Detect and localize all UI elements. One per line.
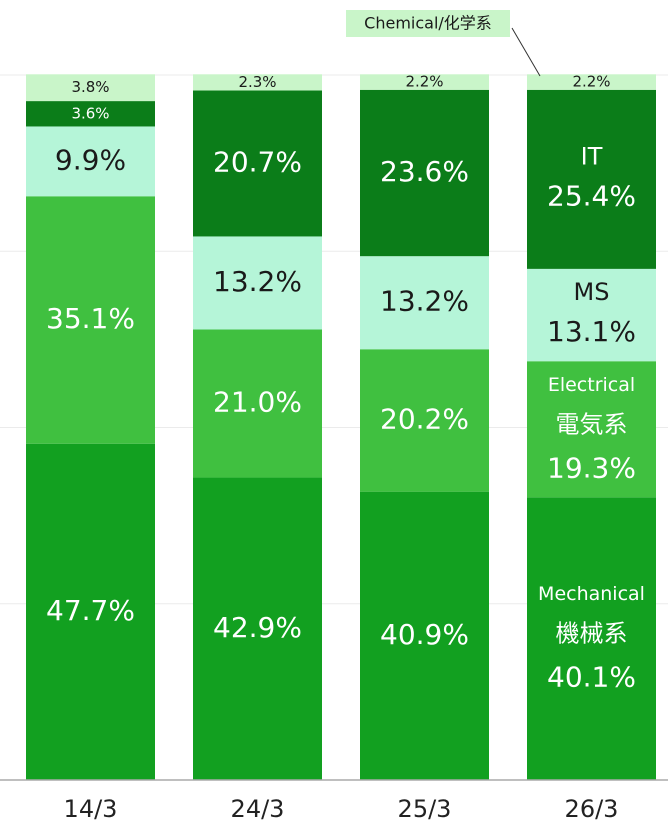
x-tick-label: 14/3 (64, 795, 118, 823)
segment-label: 電気系 (556, 410, 628, 438)
segment-label: Mechanical (538, 583, 645, 605)
bar-segment (360, 256, 489, 350)
segment-label: 40.1% (547, 661, 636, 694)
segment-label: 13.1% (547, 315, 636, 348)
segment-label: 2.3% (238, 73, 276, 91)
bar-segment (360, 89, 489, 257)
annotation-box (346, 10, 510, 37)
bar-segment (26, 443, 155, 780)
bar-segment (26, 126, 155, 197)
segment-label: 9.9% (55, 143, 126, 176)
bar-segment (527, 497, 656, 780)
bar-segment (26, 74, 155, 102)
segment-label: 20.2% (380, 402, 469, 435)
bar-segment (193, 236, 322, 330)
segment-label: 3.6% (71, 104, 109, 122)
segment-label: 19.3% (547, 451, 636, 484)
segment-label: 20.7% (213, 145, 302, 178)
bar-segment (193, 74, 322, 91)
bar-segment (527, 89, 656, 269)
annotation: Chemical/化学系 (364, 14, 492, 33)
bar-segment (527, 74, 656, 90)
segment-label: MS (574, 278, 610, 306)
segment-label: 47.7% (46, 594, 135, 627)
bar-segment (527, 268, 656, 362)
segment-label: 42.9% (213, 611, 302, 644)
bar-segment (360, 491, 489, 780)
segment-label: Electrical (548, 374, 635, 396)
segment-label: 機械系 (556, 620, 628, 648)
bar-segment (193, 90, 322, 237)
bar-segment (193, 329, 322, 478)
segment-label: 2.2% (572, 73, 610, 91)
segment-label: 35.1% (46, 302, 135, 335)
segment-label: 40.9% (380, 618, 469, 651)
bar-segment (193, 477, 322, 780)
segment-label: 23.6% (380, 155, 469, 188)
segment-label: IT (581, 142, 603, 170)
x-tick-label: 26/3 (565, 795, 619, 823)
segment-label: 13.2% (213, 265, 302, 298)
segment-label: 3.8% (71, 78, 109, 96)
segment-label: 13.2% (380, 285, 469, 318)
bar-segment (360, 74, 489, 90)
bar-segment (360, 349, 489, 492)
bar-segment (26, 196, 155, 444)
segment-label: 25.4% (547, 179, 636, 212)
segment-label: 21.0% (213, 386, 302, 419)
x-tick-label: 25/3 (398, 795, 452, 823)
bar-segment (26, 101, 155, 127)
x-tick-label: 24/3 (231, 795, 285, 823)
segment-label: 2.2% (405, 73, 443, 91)
leader-line (511, 27, 541, 77)
bar-segment (527, 361, 656, 498)
